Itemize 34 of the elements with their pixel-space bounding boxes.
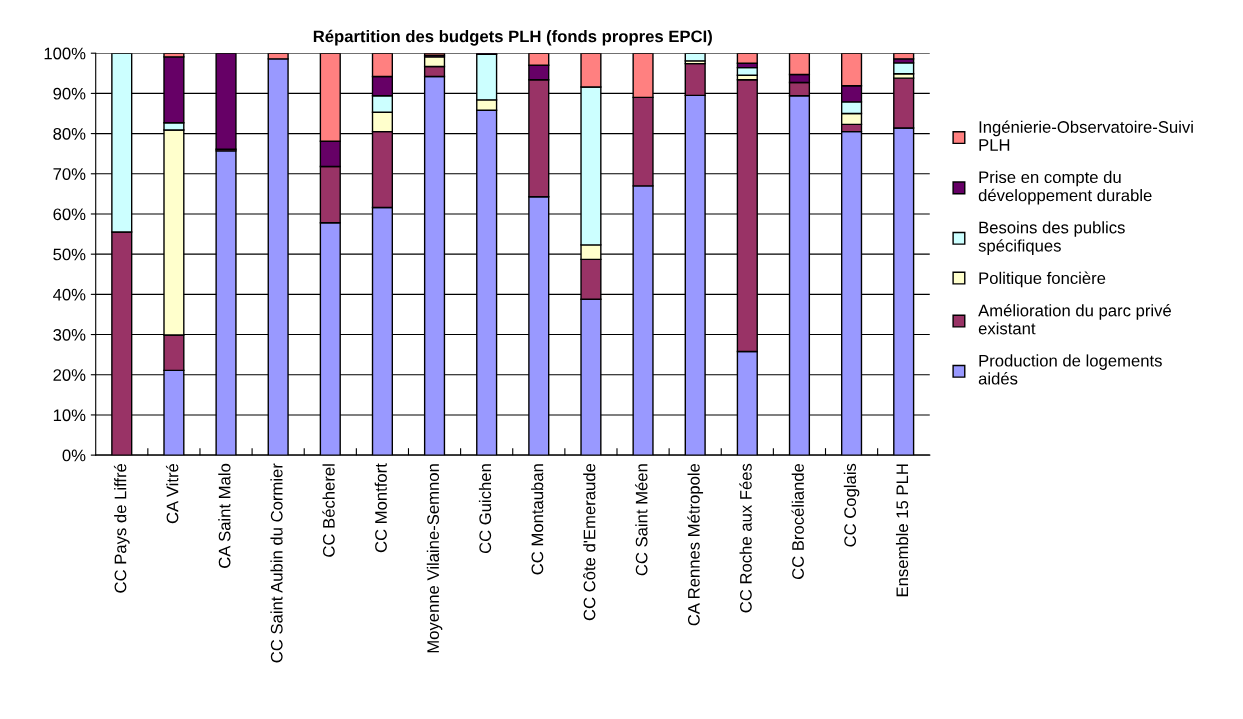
chart-title: Répartition des budgets PLH (fonds propres EPCI) — [313, 29, 712, 46]
x-tick-label: CA Vitré — [165, 463, 179, 524]
x-tick-label: CC Roche aux Fées — [739, 463, 752, 613]
x-tick-label: CC Montauban — [531, 464, 544, 575]
y-tick-label: 90% — [53, 87, 86, 100]
x-tick-label: CA Saint Malo — [218, 463, 231, 568]
x-tick-label: Ensemble 15 PLH — [895, 464, 909, 597]
y-tick-label: 40% — [53, 288, 86, 301]
x-tick-label: CC Saint Méen — [635, 464, 648, 576]
legend-label: Amélioration du parc privé existant — [978, 304, 1171, 335]
y-tick-label: 0% — [62, 449, 86, 462]
y-tick-label: 70% — [53, 168, 86, 180]
x-tick-label: CC Guichen — [478, 464, 492, 554]
legend-label: Besoins des publics spécifiques — [978, 221, 1125, 255]
y-tick-label: 20% — [53, 369, 86, 381]
y-tick-label: 50% — [53, 248, 86, 261]
y-tick-label: 30% — [53, 328, 86, 341]
x-tick-label: CC Coglais — [843, 463, 860, 547]
x-tick-label: CC Montfort — [374, 463, 387, 553]
x-tick-label: CC Pays de Liffré — [113, 463, 130, 593]
y-tick-label: 10% — [53, 409, 86, 422]
x-tick-label: CC Bécherel — [322, 464, 335, 557]
y-tick-label: 100% — [44, 47, 86, 60]
x-tick-label: CC Saint Aubin du Cormier — [270, 463, 283, 663]
legend-label: Prise en compte du développement durable — [978, 170, 1152, 205]
y-tick-label: 80% — [53, 127, 86, 140]
y-tick-label: 60% — [53, 208, 86, 221]
legend-label: Politique foncière — [979, 271, 1106, 288]
x-tick-label: CA Rennes Métropole — [687, 463, 704, 626]
legend-label: Ingénierie-Observatoire-Suivi PLH — [979, 120, 1193, 151]
x-tick-label: Moyenne Vilaine-Semnon — [426, 464, 443, 653]
x-tick-label: CC Côte d'Emeraude — [583, 463, 596, 621]
legend-label: Production de logements aidés — [978, 354, 1162, 385]
x-tick-label: CC Brocéliande — [791, 463, 804, 580]
